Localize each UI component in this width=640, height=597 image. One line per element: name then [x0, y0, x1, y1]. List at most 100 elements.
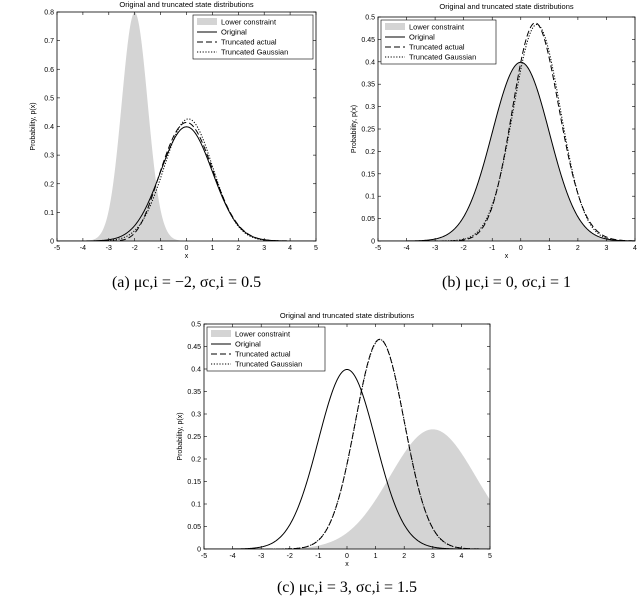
y-tick-label: 0.2	[365, 149, 375, 156]
y-tick-label: 0	[50, 239, 54, 246]
chart-2: -5 -4 -3 -2 -1 0 1 2 3 4 0 0.05 0.1 0.15 0.2 0.25 0.3 0.3…	[351, 2, 637, 291]
lower-constraint-area	[57, 12, 316, 241]
legend-swatch-lower-constraint	[197, 18, 217, 25]
y-tick-label: 0.15	[361, 171, 375, 178]
legend-label: Truncated actual	[235, 350, 291, 359]
truncated-actual-line	[57, 121, 316, 241]
y-tick-label: 0.5	[44, 95, 54, 102]
x-tick-label: 2	[576, 245, 580, 252]
y-tick-label: 0.4	[191, 367, 201, 374]
lower-constraint-area	[204, 429, 490, 549]
y-tick-label: 0.35	[187, 389, 201, 396]
y-tick-label: 0.05	[361, 216, 375, 223]
x-axis-label: x	[345, 561, 349, 568]
y-tick-label: 0.35	[361, 82, 375, 89]
x-axis-label: x	[505, 253, 509, 260]
x-tick-label: 3	[262, 245, 266, 252]
original-line	[204, 368, 490, 549]
legend-label: Lower constraint	[221, 18, 277, 27]
x-tick-label: -1	[315, 553, 321, 560]
y-tick-label: 0.8	[44, 10, 54, 17]
x-tick-label: -1	[157, 245, 163, 252]
legend-label: Original	[409, 33, 435, 42]
y-tick-label: 0.45	[187, 344, 201, 351]
x-tick-label: 4	[633, 245, 637, 252]
x-tick-label: -3	[106, 245, 112, 252]
subfigure-caption: (c) μc,i = 3, σc,i = 1.5	[277, 579, 417, 596]
y-tick-label: 0.5	[191, 322, 201, 329]
x-tick-label: 5	[488, 553, 492, 560]
x-axis-label: x	[185, 253, 189, 260]
legend-swatch-lower-constraint	[385, 23, 405, 30]
x-tick-label: -2	[132, 245, 138, 252]
legend-label: Truncated actual	[221, 38, 277, 47]
legend-label: Truncated Gaussian	[235, 360, 302, 369]
y-tick-label: 0.4	[365, 59, 375, 66]
x-tick-label: -2	[287, 553, 293, 560]
y-tick-label: 0.3	[44, 153, 54, 160]
truncated-actual-line	[204, 338, 490, 549]
x-tick-label: 2	[402, 553, 406, 560]
x-tick-label: -2	[461, 245, 467, 252]
lower-constraint-area	[378, 62, 635, 241]
y-tick-label: 0.1	[191, 502, 201, 509]
y-tick-label: 0.1	[44, 210, 54, 217]
y-tick-label: 0.3	[365, 104, 375, 111]
subfigure-caption: (a) μc,i = −2, σc,i = 0.5	[112, 274, 261, 291]
x-tick-label: -4	[403, 245, 409, 252]
legend-label: Truncated actual	[409, 43, 465, 52]
chart-title: Original and truncated state distributio…	[119, 0, 253, 9]
original-line	[57, 126, 316, 241]
x-tick-label: 2	[236, 245, 240, 252]
y-axis-label: Probability, p(x)	[177, 412, 184, 460]
truncated-gaussian-line	[378, 24, 635, 241]
chart-3: -5 -4 -3 -2 -1 0 1 2 3 4 5 0 0.05 0.1 0.15 0.2 0.25 0.3 0.…	[177, 311, 492, 596]
y-tick-label: 0.25	[187, 434, 201, 441]
x-tick-label: 4	[288, 245, 292, 252]
x-tick-label: 1	[547, 245, 551, 252]
y-tick-label: 0.6	[44, 67, 54, 74]
x-tick-label: 0	[519, 245, 523, 252]
x-tick-label: 1	[374, 553, 378, 560]
legend-label: Lower constraint	[235, 330, 291, 339]
x-tick-label: -5	[54, 245, 60, 252]
y-axis-label: Probability, p(x)	[30, 102, 37, 150]
x-tick-label: -4	[229, 553, 235, 560]
x-tick-label: -3	[258, 553, 264, 560]
x-tick-label: -5	[201, 553, 207, 560]
chart-title: Original and truncated state distributio…	[439, 2, 573, 11]
legend-label: Truncated Gaussian	[221, 48, 288, 57]
chart-title: Original and truncated state distributio…	[280, 311, 414, 320]
truncated-actual-line	[378, 22, 635, 241]
x-tick-label: 3	[604, 245, 608, 252]
x-tick-label: -5	[375, 245, 381, 252]
y-tick-label: 0	[197, 547, 201, 554]
x-tick-label: 0	[345, 553, 349, 560]
y-tick-label: 0.7	[44, 38, 54, 45]
legend-label: Original	[221, 28, 247, 37]
y-tick-label: 0.2	[44, 181, 54, 188]
x-tick-label: -3	[432, 245, 438, 252]
x-tick-label: 5	[314, 245, 318, 252]
y-tick-label: 0.45	[361, 37, 375, 44]
y-tick-label: 0.2	[191, 457, 201, 464]
x-tick-label: 0	[185, 245, 189, 252]
y-tick-label: 0.05	[187, 524, 201, 531]
y-tick-label: 0.5	[365, 15, 375, 22]
x-tick-label: 3	[431, 553, 435, 560]
x-tick-label: 1	[210, 245, 214, 252]
chart-1: -5 -4 -3 -2 -1 0 1 2 3 4 5 0 0.1 0.2 0.3 0.4 0.5 0.6 0.7 0.…	[30, 0, 318, 291]
legend-label: Original	[235, 340, 261, 349]
y-axis-label: Probability, p(x)	[351, 105, 358, 153]
subfigure-caption: (b) μc,i = 0, σc,i = 1	[442, 274, 571, 291]
legend-label: Lower constraint	[409, 23, 465, 32]
plot-area	[204, 338, 490, 549]
x-tick-label: 4	[459, 553, 463, 560]
truncated-gaussian-line	[57, 118, 316, 241]
legend-swatch-lower-constraint	[211, 330, 231, 337]
legend-label: Truncated Gaussian	[409, 53, 476, 62]
